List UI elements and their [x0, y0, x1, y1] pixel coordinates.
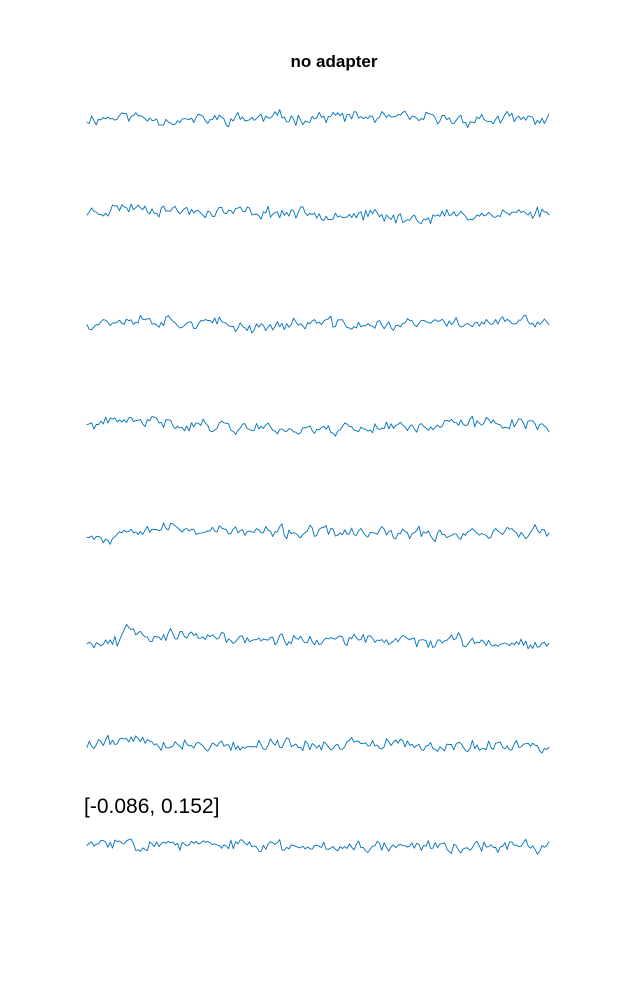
trace-line-3 [86, 314, 550, 334]
trace-line-6 [86, 623, 550, 650]
trace-group [86, 109, 550, 855]
chart-title: no adapter [291, 52, 378, 71]
amplitude-range-label: [-0.086, 0.152] [84, 795, 219, 818]
trace-line-2 [86, 203, 550, 225]
trace-line-5 [86, 522, 550, 545]
trace-line-1 [86, 109, 550, 129]
trace-line-4 [86, 415, 550, 437]
trace-line-7 [86, 734, 550, 754]
trace-line-8 [86, 838, 550, 855]
